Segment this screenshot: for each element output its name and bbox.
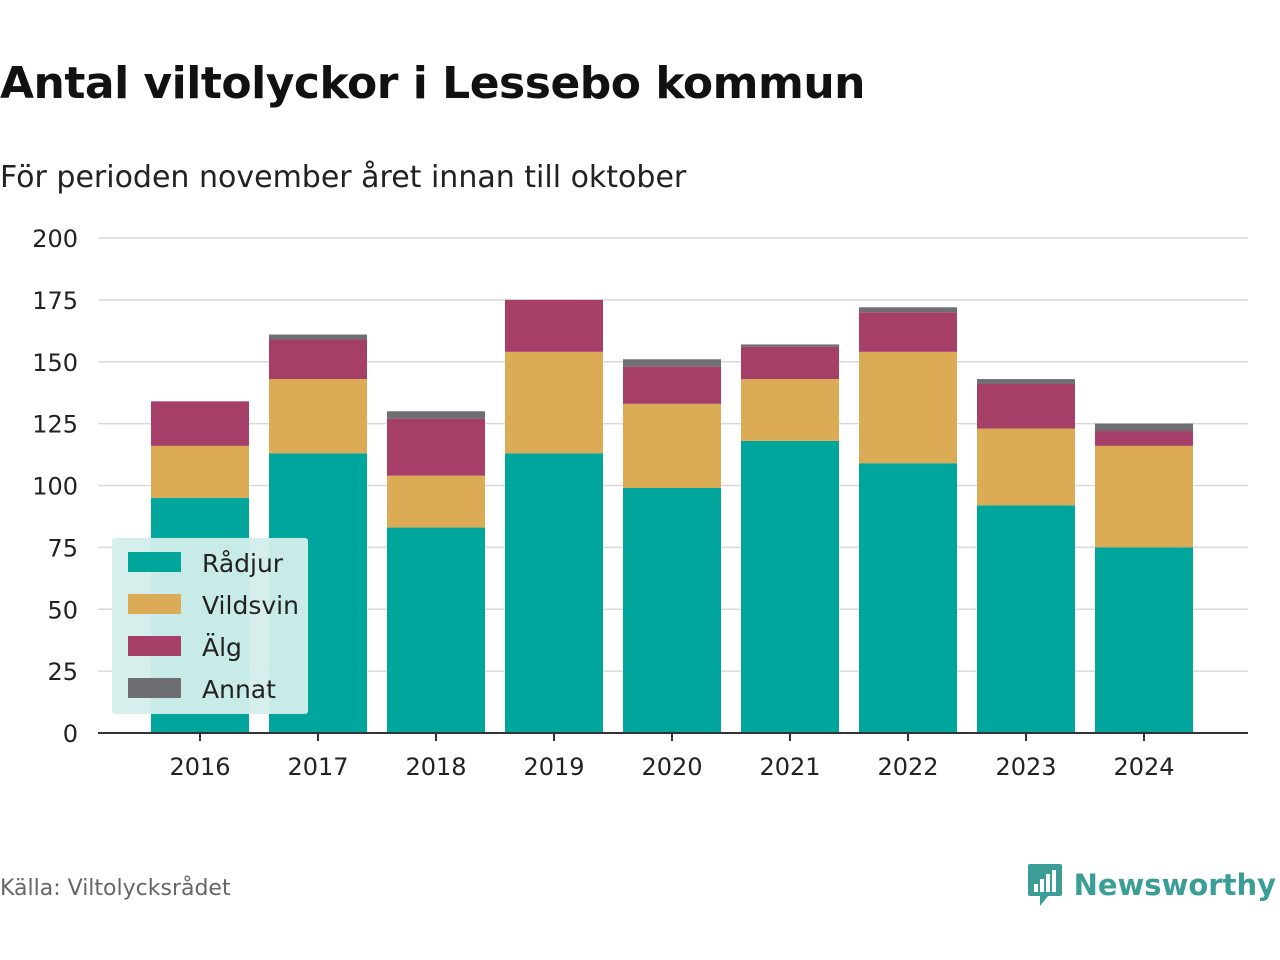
y-tick-label: 0: [63, 720, 78, 748]
y-tick-label: 125: [32, 411, 78, 439]
bar-2019-rådjur: [505, 453, 603, 733]
y-tick-label: 25: [47, 658, 78, 686]
legend-label-annat: Annat: [202, 675, 276, 704]
x-tick-label: 2018: [405, 753, 466, 781]
legend-label-älg: Älg: [202, 633, 242, 662]
brand-name: Newsworthy: [1073, 868, 1276, 902]
bar-2024-annat: [1095, 423, 1193, 432]
bar-2018-vildsvin: [387, 475, 485, 528]
bar-2020-vildsvin: [623, 403, 721, 488]
chart-title: Antal viltolyckor i Lessebo kommun: [0, 58, 865, 109]
x-tick-label: 2022: [877, 753, 938, 781]
bar-2020-annat: [623, 359, 721, 367]
bar-2016-vildsvin: [151, 445, 249, 498]
bar-2023-vildsvin: [977, 428, 1075, 506]
legend: Rådjur Vildsvin Älg Annat: [112, 538, 308, 714]
bar-2021-vildsvin: [741, 379, 839, 441]
bar-2018-älg: [387, 418, 485, 476]
legend-background: [112, 538, 308, 714]
legend-swatch-vildsvin: [128, 594, 181, 614]
x-tick-label: 2016: [169, 753, 230, 781]
x-axis-ticks: 2016 2017 2018 2019 2020 2021 2022 2023 2024: [169, 733, 1175, 781]
legend-label-vildsvin: Vildsvin: [202, 591, 299, 620]
bars: [151, 299, 1193, 733]
x-tick-label: 2021: [759, 753, 820, 781]
bar-2016-älg: [151, 401, 249, 446]
bar-2022-annat: [859, 307, 957, 313]
y-tick-label: 75: [47, 534, 78, 562]
legend-swatch-älg: [128, 636, 181, 656]
bar-2017-älg: [269, 339, 367, 380]
bar-2024-rådjur: [1095, 547, 1193, 733]
bar-2018-rådjur: [387, 527, 485, 733]
source-note: Källa: Viltolycksrådet: [0, 876, 231, 901]
y-tick-label: 200: [32, 225, 78, 253]
bar-2023-älg: [977, 384, 1075, 429]
bar-2020-älg: [623, 366, 721, 404]
y-tick-label: 100: [32, 473, 78, 501]
legend-label-rådjur: Rådjur: [202, 549, 284, 578]
bar-2021-rådjur: [741, 440, 839, 733]
bar-2022-älg: [859, 312, 957, 352]
bar-2021-annat: [741, 344, 839, 347]
bar-chart-logo-icon: [1027, 864, 1062, 906]
bar-2024-älg: [1095, 431, 1193, 446]
bar-2023-annat: [977, 379, 1075, 385]
y-axis-ticks: 0 25 50 75 100 125 150 175 200: [32, 225, 78, 748]
bar-2018-annat: [387, 411, 485, 419]
brand: Newsworthy: [1026, 862, 1276, 908]
bar-2017-annat: [269, 334, 367, 340]
bar-2023-rådjur: [977, 505, 1075, 733]
bar-2021-älg: [741, 346, 839, 380]
bar-2019-vildsvin: [505, 351, 603, 454]
bar-2019-älg: [505, 299, 603, 352]
legend-swatch-rådjur: [128, 552, 181, 572]
chart-subtitle: För perioden november året innan till ok…: [0, 160, 687, 195]
legend-swatch-annat: [128, 678, 181, 698]
y-tick-label: 175: [32, 287, 78, 315]
y-tick-label: 50: [47, 596, 78, 624]
bar-2017-vildsvin: [269, 379, 367, 454]
bar-2022-rådjur: [859, 463, 957, 733]
bar-2020-rådjur: [623, 487, 721, 733]
bar-2022-vildsvin: [859, 351, 957, 464]
x-tick-label: 2020: [641, 753, 702, 781]
y-tick-label: 150: [32, 349, 78, 377]
x-tick-label: 2024: [1113, 753, 1174, 781]
bar-2024-vildsvin: [1095, 445, 1193, 548]
x-tick-label: 2023: [995, 753, 1056, 781]
x-tick-label: 2019: [523, 753, 584, 781]
x-tick-label: 2017: [287, 753, 348, 781]
